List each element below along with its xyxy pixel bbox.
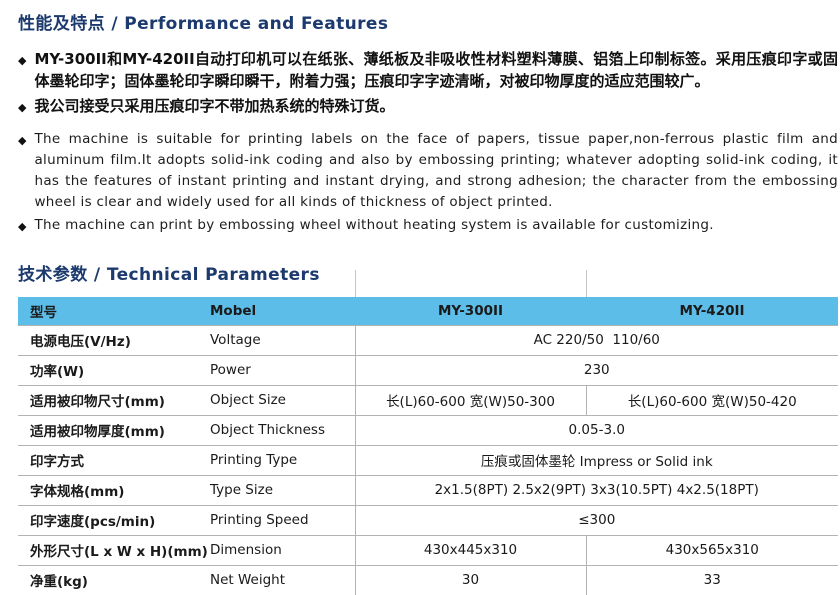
table-row: 印字速度(pcs/min) Printing Speed ≤300 bbox=[18, 504, 838, 536]
feature-item-text: The machine can print by embossing wheel… bbox=[34, 216, 714, 233]
diamond-bullet-icon: ◆ bbox=[18, 101, 27, 114]
param-value-both-models: 压痕或固体墨轮 Impress or Solid ink bbox=[354, 444, 838, 476]
param-label-en: Printing Type bbox=[210, 444, 355, 476]
param-label-en: Power bbox=[210, 354, 355, 386]
param-value-my420: 33 bbox=[585, 564, 838, 595]
param-label-cn: 适用被印物尺寸(mm) bbox=[18, 384, 210, 416]
param-value-both-models: AC 220/50 110/60 bbox=[354, 324, 838, 356]
feature-item-cn: ◆ MY-300II和MY-420II自动打印机可以在纸张、薄纸板及非吸收性材料塑… bbox=[18, 49, 838, 92]
feature-item-text: The machine is suitable for printing lab… bbox=[34, 130, 838, 211]
parameters-table-wrap: 型号 Mobel MY-300II MY-420II 电源电压(V/Hz) Vol… bbox=[18, 269, 838, 595]
param-label-en: Type Size bbox=[210, 474, 355, 506]
param-label-en: Voltage bbox=[210, 324, 355, 356]
feature-item-cn: ◆ 我公司接受只采用压痕印字不带加热系统的特殊订货。 bbox=[18, 96, 838, 118]
table-row: 净重(kg) Net Weight 30 33 bbox=[18, 564, 838, 595]
section-title-parameters: 技术参数 / Technical Parameters bbox=[18, 264, 320, 285]
table-row: 适用被印物尺寸(mm) Object Size 长(L)60-600 宽(W)50-… bbox=[18, 384, 838, 416]
table-row: 适用被印物厚度(mm) Object Thickness 0.05-3.0 bbox=[18, 414, 838, 446]
diamond-bullet-icon: ◆ bbox=[18, 219, 27, 233]
param-value-my300: 430x445x310 bbox=[354, 534, 586, 566]
param-value-both-models: ≤300 bbox=[354, 504, 838, 536]
table-row: 外形尺寸(L x W x H)(mm) Dimension 430x445x310 4… bbox=[18, 534, 838, 566]
feature-item-text: 我公司接受只采用压痕印字不带加热系统的特殊订货。 bbox=[34, 97, 395, 115]
param-label-cn: 字体规格(mm) bbox=[18, 474, 210, 506]
param-label-en: Printing Speed bbox=[210, 504, 355, 536]
table-header-row: 型号 Mobel MY-300II MY-420II bbox=[18, 296, 838, 326]
table-row: 功率(W) Power 230 bbox=[18, 354, 838, 386]
features-list-en: ◆ The machine is suitable for printing la… bbox=[18, 129, 838, 236]
parameters-table: 型号 Mobel MY-300II MY-420II 电源电压(V/Hz) Vol… bbox=[18, 296, 838, 595]
section-title-performance: 性能及特点 / Performance and Features bbox=[18, 14, 389, 34]
param-label-cn: 适用被印物厚度(mm) bbox=[18, 414, 210, 446]
header-model-my300: MY-300II bbox=[355, 296, 586, 326]
param-label-cn: 电源电压(V/Hz) bbox=[18, 324, 210, 356]
table-row: 电源电压(V/Hz) Voltage AC 220/50 110/60 bbox=[18, 324, 838, 356]
param-label-cn: 净重(kg) bbox=[18, 564, 210, 595]
feature-item-en: ◆ The machine is suitable for printing la… bbox=[18, 129, 838, 214]
column-divider-stub-right bbox=[586, 269, 587, 297]
features-list-cn: ◆ MY-300II和MY-420II自动打印机可以在纸张、薄纸板及非吸收性材料塑… bbox=[18, 49, 838, 118]
param-label-en: Object Thickness bbox=[210, 414, 355, 446]
table-row: 印字方式 Printing Type 压痕或固体墨轮 Impress or Soli… bbox=[18, 444, 838, 476]
param-label-en: Object Size bbox=[210, 384, 355, 416]
header-model-my420: MY-420II bbox=[586, 296, 838, 326]
param-value-both-models: 230 bbox=[354, 354, 838, 386]
feature-item-text: MY-300II和MY-420II自动打印机可以在纸张、薄纸板及非吸收性材料塑料… bbox=[34, 50, 838, 90]
param-value-both-models: 0.05-3.0 bbox=[354, 414, 838, 446]
param-label-cn: 印字方式 bbox=[18, 444, 210, 476]
param-value-my420: 430x565x310 bbox=[585, 534, 838, 566]
param-value-my300: 30 bbox=[354, 564, 586, 595]
param-label-en: Dimension bbox=[210, 534, 355, 566]
table-row: 字体规格(mm) Type Size 2x1.5(8PT) 2.5x2(9PT) 3… bbox=[18, 474, 838, 506]
param-label-cn: 功率(W) bbox=[18, 354, 210, 386]
param-value-my300: 长(L)60-600 宽(W)50-300 bbox=[354, 384, 586, 416]
header-model-label-en: Mobel bbox=[210, 296, 355, 326]
param-label-cn: 印字速度(pcs/min) bbox=[18, 504, 210, 536]
feature-item-en: ◆ The machine can print by embossing whee… bbox=[18, 215, 838, 236]
param-label-cn: 外形尺寸(L x W x H)(mm) bbox=[18, 534, 210, 566]
header-model-label-cn: 型号 bbox=[18, 296, 210, 326]
diamond-bullet-icon: ◆ bbox=[18, 133, 27, 147]
param-label-en: Net Weight bbox=[210, 564, 355, 595]
diamond-bullet-icon: ◆ bbox=[18, 54, 27, 67]
param-value-both-models: 2x1.5(8PT) 2.5x2(9PT) 3x3(10.5PT) 4x2.5(… bbox=[354, 474, 838, 506]
column-divider-stub-left bbox=[355, 269, 356, 297]
param-value-my420: 长(L)60-600 宽(W)50-420 bbox=[585, 384, 838, 416]
